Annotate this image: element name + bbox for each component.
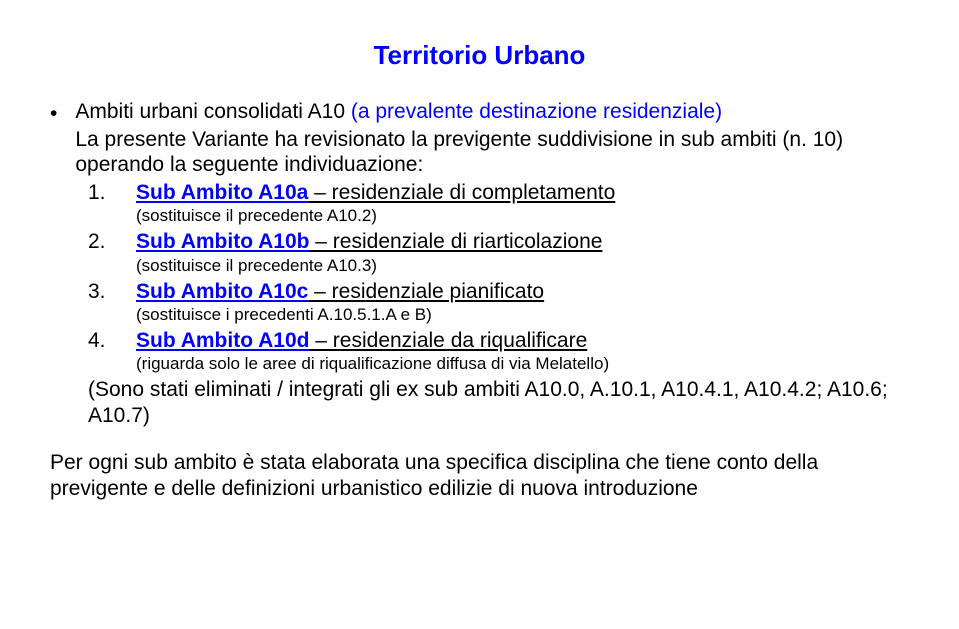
eliminated-note: (Sono stati eliminati / integrati gli ex…	[88, 377, 909, 428]
item-note: (sostituisce il precedente A10.2)	[136, 206, 909, 227]
item-label: Sub Ambito A10d	[136, 329, 309, 352]
page-title: Territorio Urbano	[50, 40, 909, 71]
intro-line2: La presente Variante ha revisionato la p…	[75, 127, 909, 178]
item-body: Sub Ambito A10a – residenziale di comple…	[136, 180, 909, 227]
intro-line1-b: (a prevalente destinazione residenziale)	[351, 100, 722, 123]
item-desc: – residenziale da riqualificare	[309, 329, 587, 352]
item-desc: – residenziale pianificato	[308, 280, 544, 303]
bullet-icon: •	[50, 101, 57, 127]
list-item: 2. Sub Ambito A10b – residenziale di ria…	[88, 229, 909, 276]
item-note: (sostituisce i precedenti A.10.5.1.A e B…	[136, 305, 909, 326]
item-note: (sostituisce il precedente A10.3)	[136, 256, 909, 277]
item-desc: – residenziale di riarticolazione	[309, 230, 602, 253]
item-label: Sub Ambito A10c	[136, 280, 308, 303]
footer-paragraph: Per ogni sub ambito è stata elaborata un…	[50, 450, 909, 501]
bullet-row: • Ambiti urbani consolidati A10 (a preva…	[50, 99, 909, 178]
item-number: 3.	[88, 279, 136, 305]
document-body: • Ambiti urbani consolidati A10 (a preva…	[50, 99, 909, 502]
intro-block: Ambiti urbani consolidati A10 (a prevale…	[75, 99, 909, 178]
item-body: Sub Ambito A10b – residenziale di riarti…	[136, 229, 909, 276]
item-body: Sub Ambito A10d – residenziale da riqual…	[136, 328, 909, 375]
list-item: 4. Sub Ambito A10d – residenziale da riq…	[88, 328, 909, 375]
list-item: 1. Sub Ambito A10a – residenziale di com…	[88, 180, 909, 227]
intro-line1-a: Ambiti urbani consolidati A10	[75, 100, 351, 123]
item-label: Sub Ambito A10a	[136, 181, 308, 204]
item-number: 2.	[88, 229, 136, 255]
numbered-list: 1. Sub Ambito A10a – residenziale di com…	[88, 180, 909, 375]
list-item: 3. Sub Ambito A10c – residenziale pianif…	[88, 279, 909, 326]
item-number: 1.	[88, 180, 136, 206]
item-body: Sub Ambito A10c – residenziale pianifica…	[136, 279, 909, 326]
item-desc: – residenziale di completamento	[308, 181, 615, 204]
item-label: Sub Ambito A10b	[136, 230, 309, 253]
item-note: (riguarda solo le aree di riqualificazio…	[136, 354, 909, 375]
item-number: 4.	[88, 328, 136, 354]
